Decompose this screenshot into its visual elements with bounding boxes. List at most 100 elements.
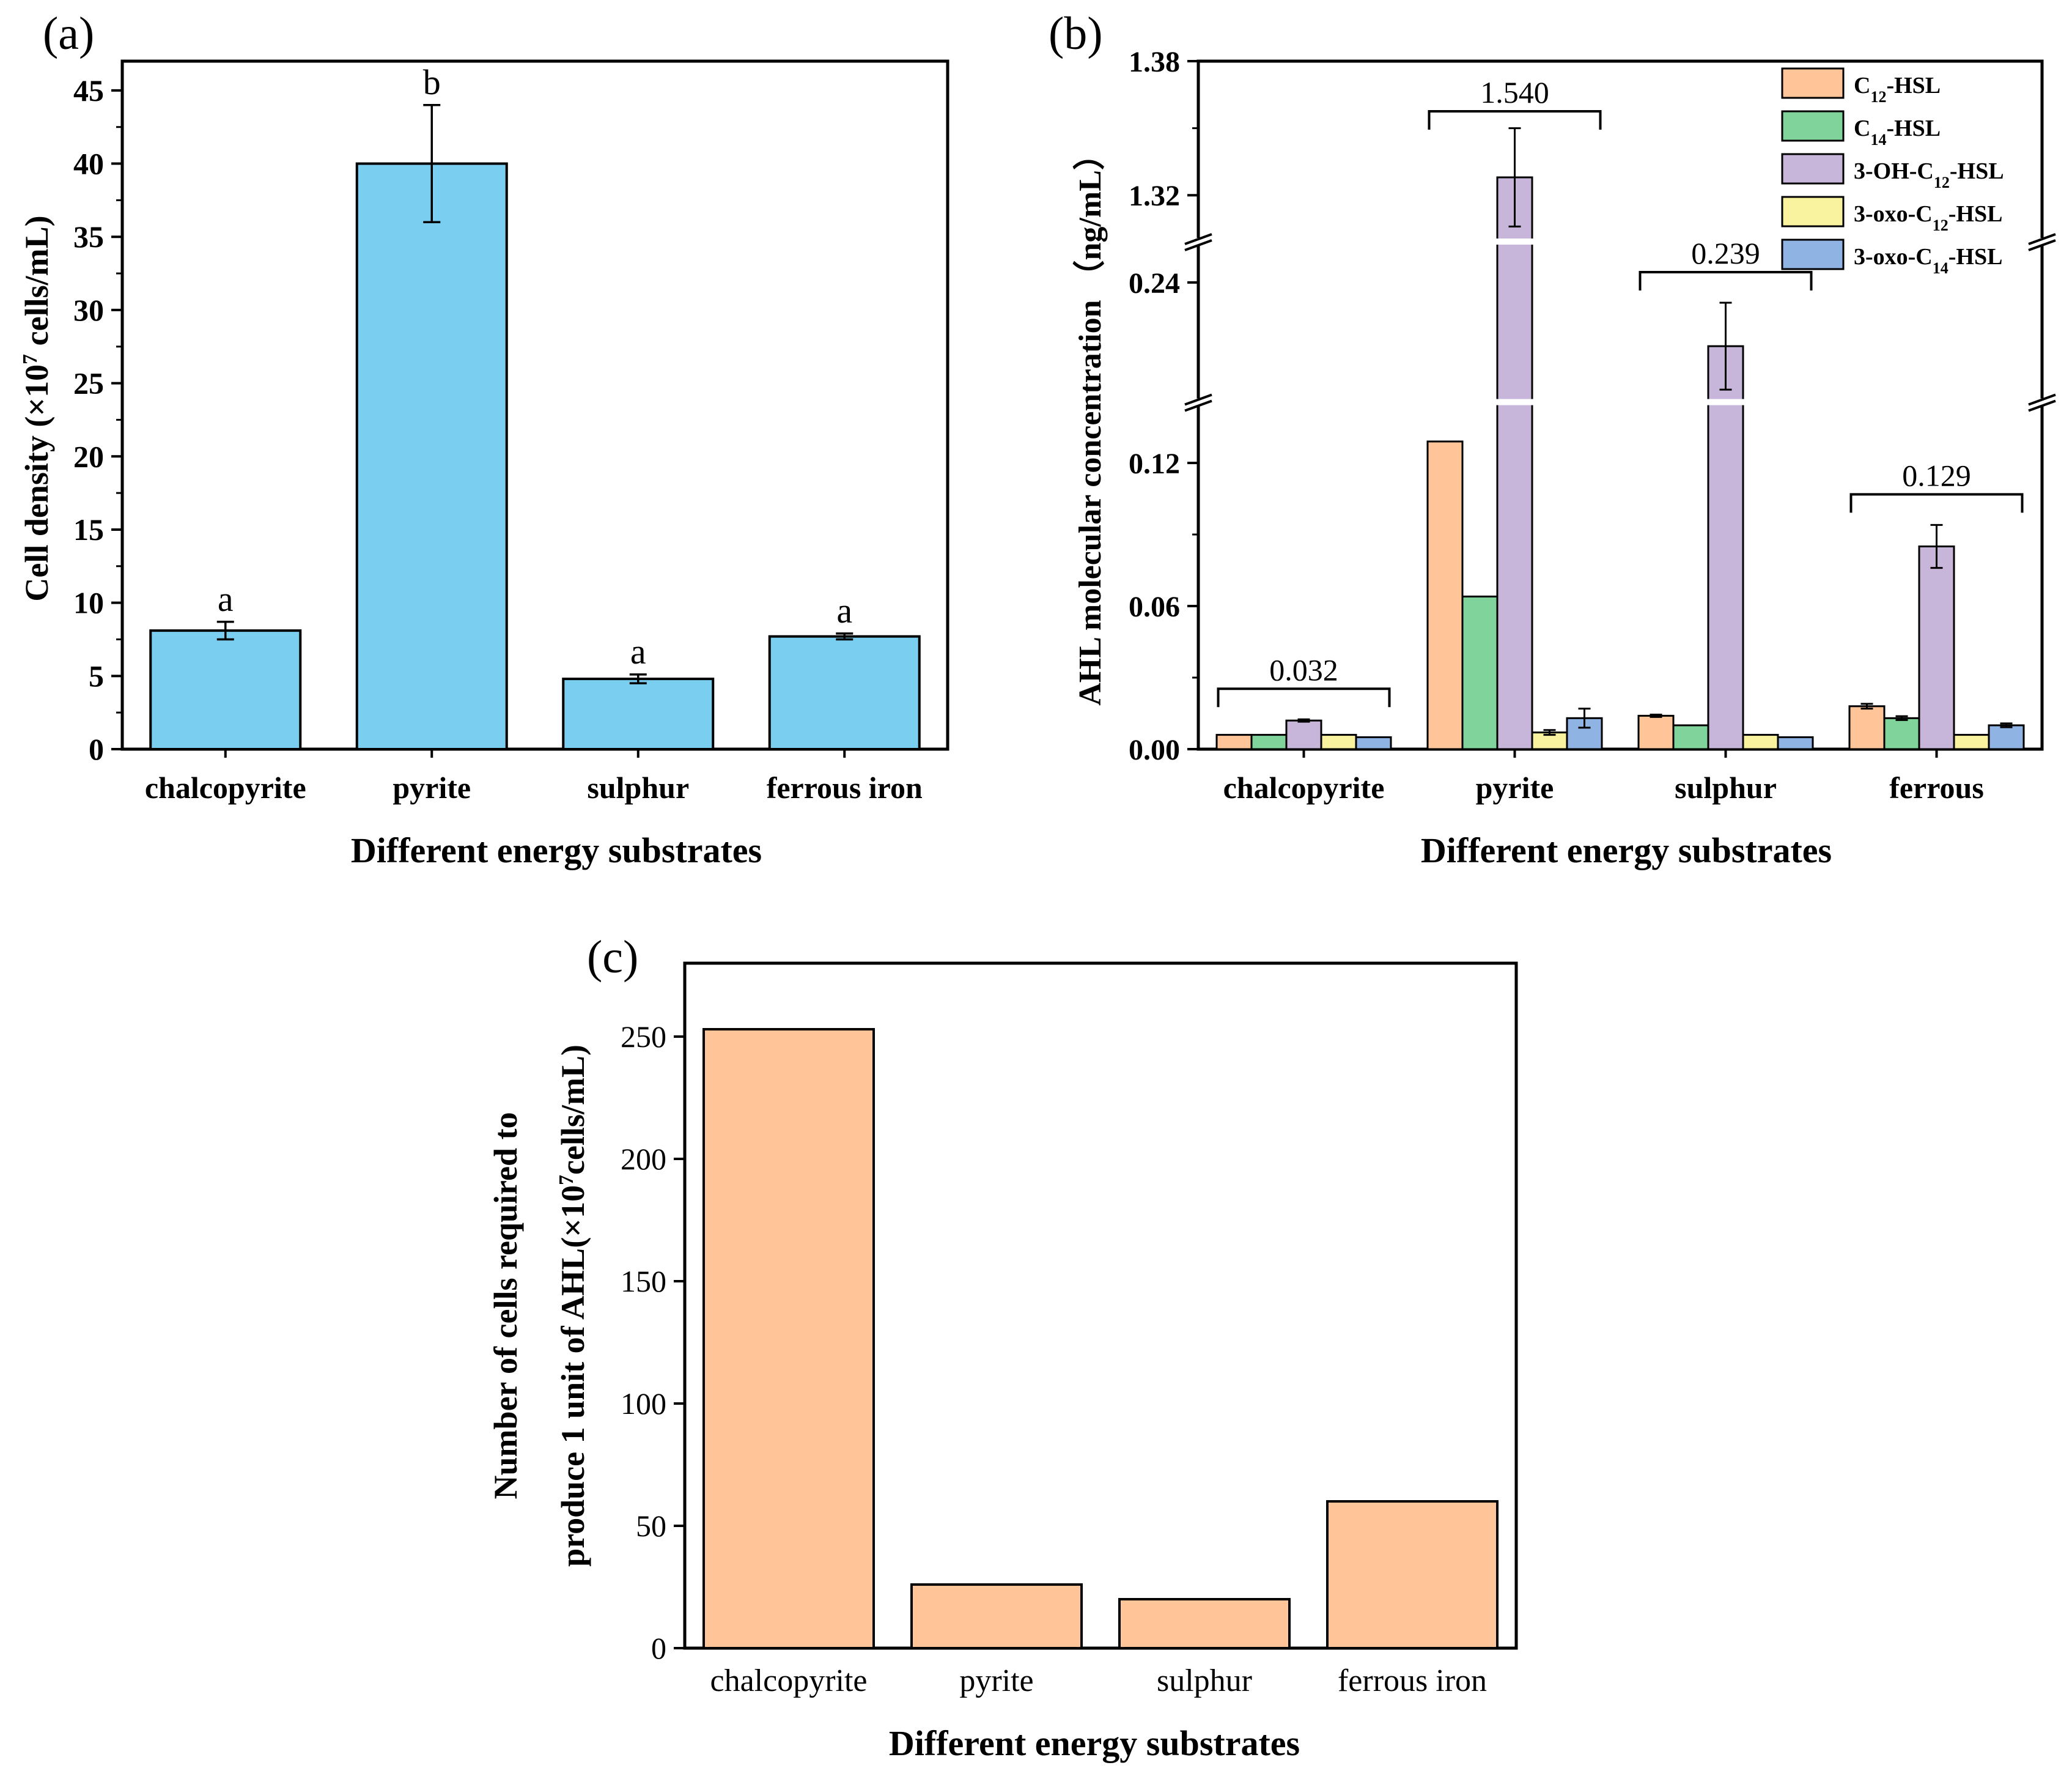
y-tick-label: 1.38 (1129, 46, 1180, 78)
bar-series-1 (1426, 440, 1464, 750)
bar-chalcopyrite (702, 1028, 875, 1649)
break-mark (2028, 393, 2056, 406)
bar-series-4 (1320, 734, 1357, 750)
y-tick-label: 100 (621, 1386, 666, 1421)
break-mark (1184, 233, 1212, 245)
panel-a-significance-letter: a (218, 579, 234, 619)
legend-label: 3-oxo-C14-HSL (1854, 244, 2002, 277)
panel-c-label: (c) (587, 931, 638, 983)
panel-c-x-tick-label: ferrous iron (1338, 1663, 1487, 1698)
bar-series-2 (1461, 595, 1499, 750)
bar-break-gap (1496, 399, 1533, 405)
legend-label: 3-OH-C12-HSL (1854, 158, 2004, 191)
panel-a-significance-letter: a (630, 632, 646, 671)
panel-c-x-tick-label: pyrite (959, 1663, 1033, 1698)
panel-b-group-total-label: 1.540 (1480, 75, 1549, 109)
y-tick-label: 0 (89, 732, 104, 766)
bar-series-3 (1707, 345, 1744, 750)
panel-c-y-axis-title-line2: produce 1 unit of AHL(×107cells/mL) (555, 1045, 591, 1567)
bar-series-3 (1285, 719, 1322, 750)
bar-series-2 (1672, 724, 1709, 750)
legend-swatch (1781, 110, 1845, 142)
bar-break-gap (1707, 399, 1744, 405)
panel-b-axis-breaks (1184, 110, 2056, 708)
panel-a-x-tick-label: chalcopyrite (145, 771, 306, 805)
y-tick-label: 200 (621, 1142, 666, 1176)
panel-a-bars (149, 104, 921, 758)
y-tick-label: 0.24 (1129, 267, 1180, 300)
panel-a-x-tick-label: ferrous iron (767, 771, 923, 805)
y-tick-label: 150 (621, 1264, 666, 1298)
break-mark (1184, 393, 1212, 406)
panel-c-bars (702, 1028, 1499, 1649)
bar-series-2 (1250, 734, 1288, 750)
bar-chalcopyrite (149, 629, 302, 751)
panel-c-y-axis-title-line1: Number of cells required to (487, 1112, 524, 1500)
break-band (1211, 399, 2030, 405)
panel-b-x-tick-label: pyrite (1476, 771, 1554, 805)
y-tick-label: 15 (73, 512, 104, 547)
panel-b-y-axis: 0.00 0.06 0.12 0.24 1.32 1.38 (1129, 46, 1198, 766)
y-tick-label: 250 (621, 1019, 666, 1054)
legend-swatch (1781, 239, 1845, 270)
bar-series-4 (1953, 734, 1990, 750)
bar-series-5 (1988, 724, 2025, 750)
bar-series-1 (1215, 734, 1253, 750)
break-mark (1184, 239, 1212, 251)
legend-label: 3-oxo-C12-HSL (1854, 201, 2002, 234)
y-tick-label: 30 (73, 293, 104, 327)
panel-b-group-total-label: 0.129 (1902, 458, 1971, 492)
group-bracket (1428, 110, 1602, 130)
panel-c-x-tick-label: sulphur (1157, 1663, 1252, 1698)
panel-a-label: (a) (43, 8, 94, 59)
y-tick-label: 1.32 (1129, 180, 1180, 212)
break-mark (2028, 239, 2056, 251)
y-tick-label: 50 (636, 1509, 666, 1543)
bar-series-3 (1918, 546, 1955, 750)
panel-b-label: (b) (1049, 8, 1103, 59)
panel-a-x-tick-label: pyrite (393, 771, 471, 805)
panel-a-y-axis-title: Cell density (×107 cells/mL) (18, 215, 55, 601)
bar-series-1 (1637, 714, 1675, 750)
y-tick-label: 5 (89, 659, 104, 693)
y-tick-label: 40 (73, 147, 104, 181)
y-tick-label: 10 (73, 586, 104, 620)
y-tick-label: 0.00 (1129, 734, 1180, 766)
panel-b-group-total-label: 0.032 (1269, 653, 1338, 687)
group-bracket (1217, 687, 1391, 708)
panel-c-x-axis-title: Different energy substrates (889, 1723, 1300, 1763)
panel-a-chart: (a) 0 5 10 15 20 25 30 35 40 45 chalcopyrite pyri… (18, 8, 949, 870)
y-tick-label: 0 (651, 1631, 666, 1665)
panel-b-group-total-label: 0.239 (1691, 236, 1760, 270)
break-mark (2028, 233, 2056, 245)
bar-pyrite (910, 1583, 1083, 1649)
bar-series-5 (1566, 717, 1603, 750)
panel-b-x-axis-title: Different energy substrates (1421, 830, 1832, 870)
y-tick-label: 20 (73, 439, 104, 473)
bar-series-2 (1883, 717, 1920, 750)
panel-c-x-tick-label: chalcopyrite (710, 1663, 868, 1698)
bar-sulphur (562, 678, 715, 750)
panel-c-y-axis: 0 50 100 150 200 250 (621, 1019, 685, 1665)
y-tick-label: 0.12 (1129, 448, 1180, 480)
panel-a-x-axis-title: Different energy substrates (351, 830, 762, 870)
legend-label: C12-HSL (1854, 73, 1941, 106)
y-tick-label: 45 (73, 73, 104, 108)
panel-b-y-axis-title: AHL molecular concentration （ng/mL） (1072, 138, 1108, 706)
break-mark (2028, 399, 2056, 412)
bar-series-1 (1848, 705, 1886, 750)
legend-swatch (1781, 196, 1845, 227)
panel-a-y-axis: 0 5 10 15 20 25 30 35 40 45 (73, 73, 122, 766)
panel-b-x-tick-label: sulphur (1675, 771, 1777, 805)
break-mark (1184, 399, 1212, 412)
bar-series-5 (1355, 736, 1392, 750)
bar-ferrous-iron (768, 635, 921, 751)
y-tick-label: 35 (73, 220, 104, 254)
bar-series-3 (1496, 176, 1533, 750)
bar-break-gap (1496, 239, 1533, 245)
legend-swatch (1781, 67, 1845, 99)
bar-series-4 (1742, 734, 1779, 750)
panel-a-significance-letter: b (423, 62, 441, 102)
